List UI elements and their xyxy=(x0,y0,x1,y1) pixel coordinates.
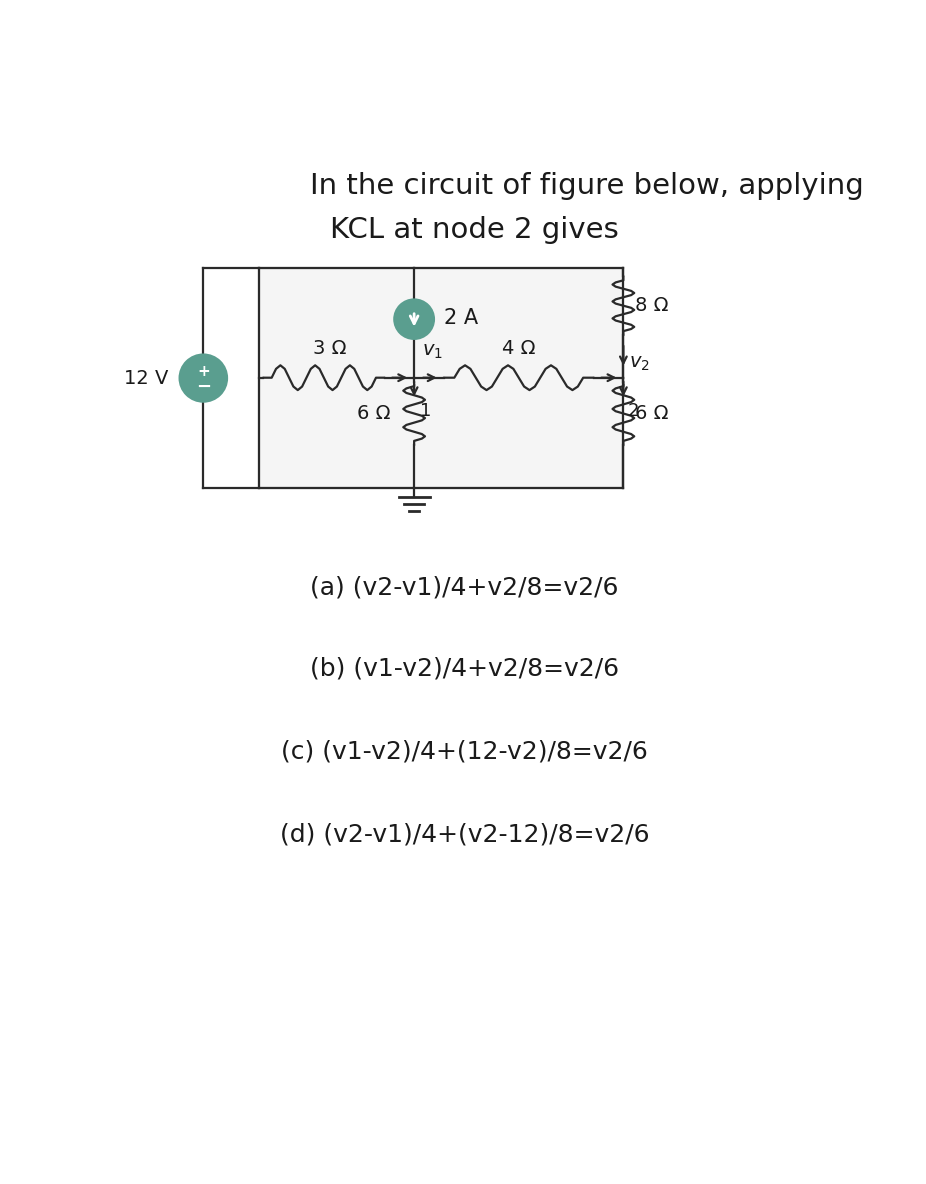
Text: 8 Ω: 8 Ω xyxy=(635,296,669,315)
Text: In the circuit of figure below, applying: In the circuit of figure below, applying xyxy=(309,172,863,200)
Text: 1: 1 xyxy=(419,403,431,420)
Text: (b) (v1-v2)/4+v2/8=v2/6: (b) (v1-v2)/4+v2/8=v2/6 xyxy=(310,657,619,681)
Text: 4 Ω: 4 Ω xyxy=(502,340,535,359)
Text: KCL at node 2 gives: KCL at node 2 gives xyxy=(331,215,619,244)
Text: 6 Ω: 6 Ω xyxy=(357,404,391,423)
Circle shape xyxy=(179,354,228,403)
Text: (d) (v2-v1)/4+(v2-12)/8=v2/6: (d) (v2-v1)/4+(v2-12)/8=v2/6 xyxy=(280,823,649,847)
Text: (c) (v1-v2)/4+(12-v2)/8=v2/6: (c) (v1-v2)/4+(12-v2)/8=v2/6 xyxy=(282,740,648,764)
Text: 2 A: 2 A xyxy=(444,308,478,328)
Text: 3 Ω: 3 Ω xyxy=(313,340,346,359)
FancyBboxPatch shape xyxy=(259,269,623,488)
Text: 6 Ω: 6 Ω xyxy=(635,404,669,423)
Text: 2: 2 xyxy=(627,403,639,420)
Text: 12 V: 12 V xyxy=(124,368,169,387)
Text: +: + xyxy=(197,363,209,379)
Text: (a) (v2-v1)/4+v2/8=v2/6: (a) (v2-v1)/4+v2/8=v2/6 xyxy=(310,575,619,600)
Text: $v_1$: $v_1$ xyxy=(422,342,443,361)
Text: $v_2$: $v_2$ xyxy=(629,354,650,373)
Circle shape xyxy=(394,298,435,340)
Text: −: − xyxy=(195,378,211,395)
